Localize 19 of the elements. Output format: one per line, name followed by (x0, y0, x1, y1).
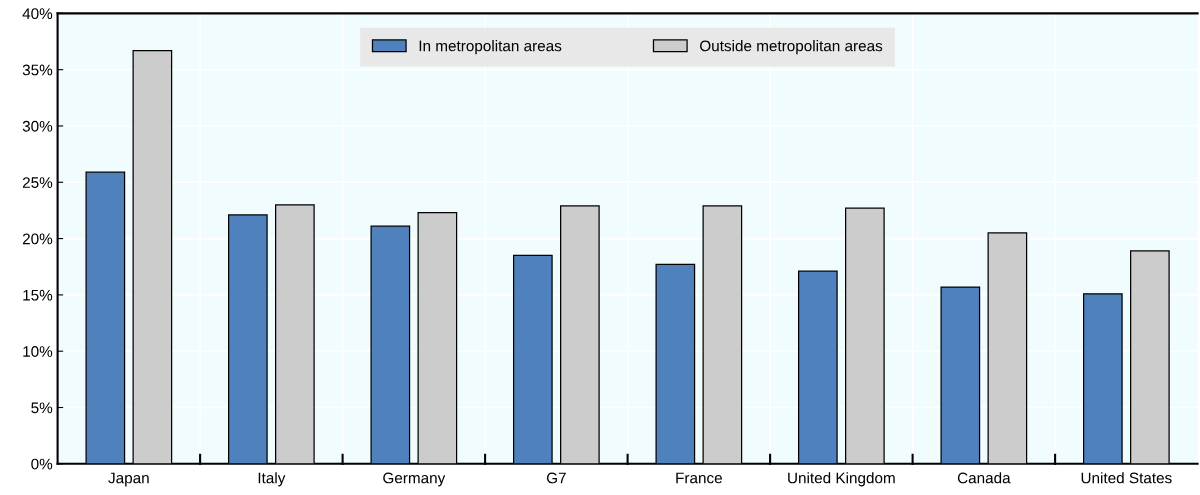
x-tick-label: Germany (383, 472, 446, 487)
legend-label: Outside metropolitan areas (700, 40, 883, 55)
y-tick-label: 25% (22, 177, 53, 188)
x-tick-label: G7 (546, 472, 566, 484)
x-tick-label: United Kingdom (788, 472, 895, 487)
x-tick-label: Canada (957, 472, 1011, 484)
x-tick-label: France (676, 472, 722, 484)
y-tick-label: 5% (31, 402, 53, 414)
x-tick-label: Japan (108, 472, 149, 487)
y-tick-label: 20% (22, 233, 53, 245)
y-tick-label: 30% (22, 120, 53, 132)
y-tick-label: 0% (31, 458, 53, 470)
y-tick-label: 10% (23, 346, 53, 357)
x-tick-label: United States (1081, 472, 1172, 484)
x-tick-label: Italy (258, 472, 286, 487)
y-tick-label: 35% (22, 64, 53, 76)
y-tick-label: 40% (22, 8, 53, 20)
legend-label: In metropolitan areas (419, 40, 562, 55)
y-tick-label: 15% (23, 289, 53, 301)
